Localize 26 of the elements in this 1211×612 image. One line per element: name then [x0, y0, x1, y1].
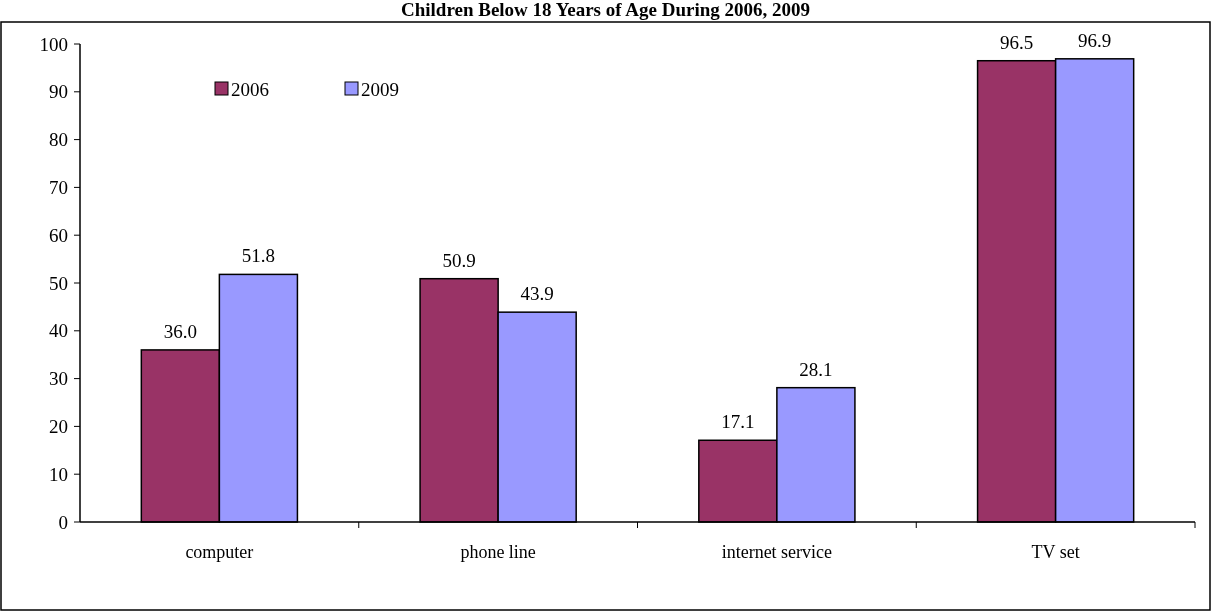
y-tick-label: 0 — [58, 511, 68, 533]
data-label: 96.5 — [999, 31, 1034, 53]
x-tick-label: TV set — [1031, 542, 1080, 562]
y-tick-label: 60 — [49, 224, 68, 246]
data-label: 17.1 — [721, 411, 755, 433]
data-label: 50.9 — [442, 249, 476, 271]
data-label: 36.0 — [163, 320, 197, 342]
y-tick-label: 30 — [49, 368, 68, 390]
y-tick-label: 80 — [49, 129, 68, 151]
data-label: 43.9 — [520, 283, 554, 305]
legend-label: 2009 — [361, 78, 399, 100]
y-tick-label: 70 — [49, 177, 68, 199]
data-label: 28.1 — [799, 358, 833, 380]
y-tick-label: 40 — [49, 320, 68, 342]
y-tick-label: 50 — [49, 272, 68, 294]
y-tick-label: 20 — [49, 416, 68, 438]
y-tick-label: 10 — [49, 463, 68, 485]
y-tick-label: 100 — [39, 33, 68, 55]
chart-title: Children Below 18 Years of Age During 2006, 2009 — [400, 0, 811, 20]
x-tick-label: phone line — [460, 542, 536, 562]
x-tick-label: internet service — [721, 542, 833, 562]
y-tick-label: 90 — [49, 81, 68, 103]
data-label: 51.8 — [241, 245, 276, 267]
x-tick-label: computer — [185, 542, 254, 562]
legend-label: 2006 — [231, 78, 269, 100]
data-label: 96.9 — [1078, 29, 1112, 51]
